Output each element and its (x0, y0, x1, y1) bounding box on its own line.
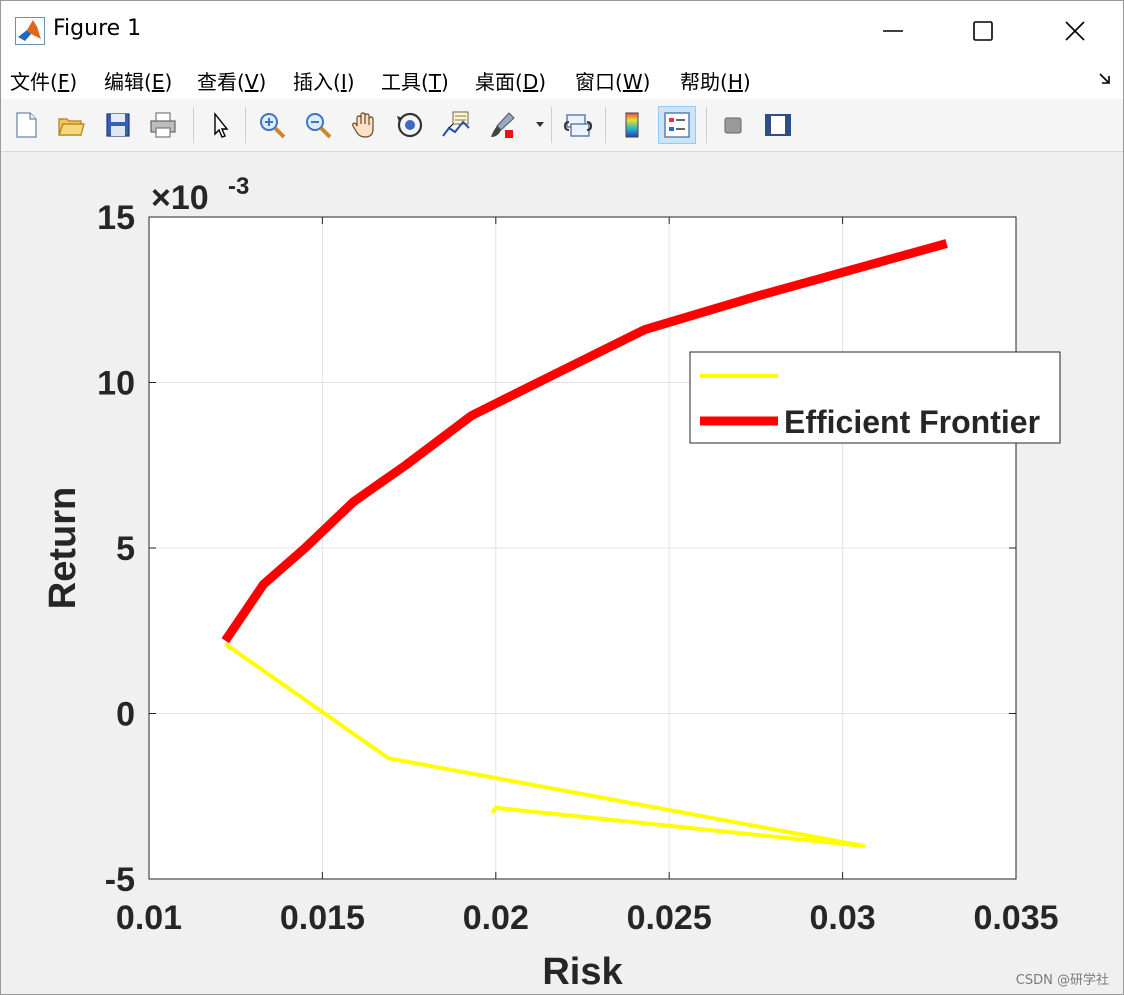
toolbar-separator (706, 107, 707, 143)
zoom-in-icon (260, 113, 286, 139)
toolbar-separator (605, 107, 606, 143)
x-tick-label: 0.01 (116, 899, 182, 937)
legend-box[interactable] (689, 351, 1061, 444)
pan-hand-icon (352, 112, 374, 138)
series-line-1 (224, 642, 866, 848)
close-icon (1065, 21, 1085, 41)
maximize-button[interactable] (937, 1, 1029, 61)
watermark-text: CSDN @研学社 (1015, 973, 1109, 988)
menu-insert[interactable]: 插入(I) (293, 70, 355, 94)
x-axis-label: Risk (542, 951, 623, 993)
title-bar: Figure 1 (1, 1, 1123, 61)
pointer-icon (214, 112, 229, 138)
series-line-2 (221, 239, 948, 644)
x-tick-label: 0.025 (627, 899, 712, 937)
zoom-out-icon (306, 113, 332, 139)
rotate-3d-icon (397, 112, 423, 138)
y-tick-label: 10 (97, 365, 135, 403)
menu-help[interactable]: 帮助(H) (680, 70, 751, 94)
x-tick-label: 0.035 (973, 899, 1058, 937)
figure-canvas: 0.01 0.015 0.02 0.025 0.03 0.035 -5 0 5 10 15 ×10 -3… (1, 152, 1123, 994)
link-plot-icon (563, 114, 593, 137)
toolbar-separator (551, 107, 552, 143)
pointer-button[interactable] (201, 106, 239, 144)
rotate-button[interactable] (391, 106, 429, 144)
print-button[interactable] (144, 106, 182, 144)
menu-file[interactable]: 文件(F) (10, 70, 78, 94)
minimize-button[interactable] (847, 1, 939, 61)
plot-svg: 0.01 0.015 0.02 0.025 0.03 0.035 -5 0 5 10 15 ×10 -3… (42, 173, 1061, 993)
legend-button[interactable] (658, 106, 696, 144)
brush-icon (491, 112, 515, 138)
data-cursor-button[interactable] (437, 106, 475, 144)
legend-icon (664, 112, 690, 138)
menu-edit[interactable]: 编辑(E) (104, 70, 173, 94)
colorbar-icon (625, 112, 639, 138)
menu-desktop[interactable]: 桌面(D) (475, 70, 547, 94)
save-icon (106, 113, 130, 137)
print-icon (150, 112, 176, 138)
zoom-in-button[interactable] (253, 106, 291, 144)
x-tick-label: 0.015 (280, 899, 365, 937)
new-figure-button[interactable] (7, 106, 45, 144)
minimize-icon (883, 30, 903, 32)
menu-view[interactable]: 查看(V) (197, 70, 267, 94)
legend-label-2: Efficient Frontier (784, 404, 1040, 440)
brush-button[interactable] (483, 106, 521, 144)
colorbar-button[interactable] (613, 106, 651, 144)
y-tick-label: 15 (97, 199, 135, 237)
y-tick-label: 0 (116, 696, 135, 734)
y-tick-label: 5 (116, 530, 135, 568)
dock-arrow-icon[interactable] (1097, 71, 1113, 87)
toolbar-separator (245, 107, 246, 143)
close-button[interactable] (1029, 1, 1121, 61)
data-cursor-icon (442, 111, 470, 137)
link-plot-button[interactable] (559, 106, 597, 144)
open-file-button[interactable] (52, 106, 90, 144)
show-plot-tools-icon (765, 114, 791, 136)
zoom-out-button[interactable] (299, 106, 337, 144)
new-figure-icon (16, 112, 37, 138)
menu-window[interactable]: 窗口(W) (575, 70, 651, 94)
brush-dropdown-icon[interactable] (535, 121, 545, 129)
menu-tools[interactable]: 工具(T) (381, 70, 449, 94)
x-tick-label: 0.02 (463, 899, 529, 937)
save-button[interactable] (99, 106, 137, 144)
y-axis-label: Return (42, 487, 84, 609)
figure-toolbar (1, 99, 1123, 152)
window-title: Figure 1 (53, 16, 142, 41)
hide-plot-tools-icon (724, 117, 742, 134)
y-exponent-power: -3 (228, 173, 249, 200)
y-exponent-label: ×10 (151, 179, 209, 217)
show-plot-tools-button[interactable] (759, 106, 797, 144)
open-file-icon (58, 118, 85, 136)
pan-button[interactable] (345, 106, 383, 144)
hide-plot-tools-button[interactable] (714, 106, 752, 144)
menu-bar: 文件(F) 编辑(E) 查看(V) 插入(I) 工具(T) 桌面(D) 窗口(W… (1, 61, 1123, 99)
x-tick-label: 0.03 (810, 899, 876, 937)
y-tick-label: -5 (105, 861, 135, 899)
toolbar-separator (193, 107, 194, 143)
matlab-logo-icon (15, 17, 45, 45)
maximize-icon (973, 21, 993, 41)
